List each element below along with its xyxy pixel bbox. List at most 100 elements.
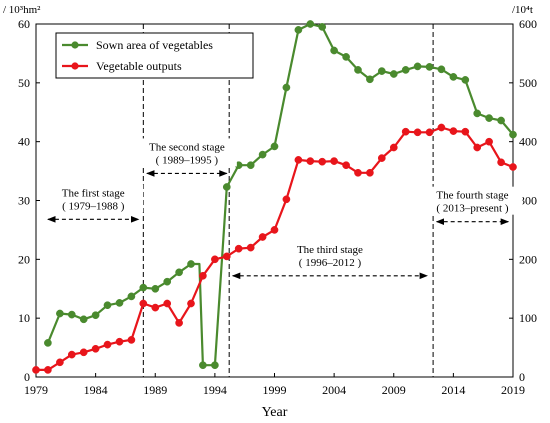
sown-area-point bbox=[199, 361, 207, 370]
sown-area-point bbox=[461, 76, 470, 84]
outputs-point bbox=[258, 233, 267, 241]
sown-area-point bbox=[294, 26, 303, 34]
sown-area-point bbox=[306, 20, 315, 28]
outputs-point bbox=[473, 143, 482, 152]
sown-area-point bbox=[139, 283, 148, 292]
stage-years: ( 1979–1988 ) bbox=[62, 200, 125, 212]
y-left-tick-label: 20 bbox=[18, 252, 30, 266]
outputs-point bbox=[246, 243, 255, 252]
outputs-point bbox=[32, 366, 40, 374]
outputs-point bbox=[79, 348, 88, 357]
sown-area-point bbox=[175, 268, 183, 277]
y-right-tick-label: 100 bbox=[519, 311, 537, 325]
sown-area-point bbox=[282, 83, 291, 92]
outputs-point bbox=[389, 143, 398, 152]
x-tick-label: 2009 bbox=[382, 383, 406, 397]
sown-area-point bbox=[211, 361, 219, 370]
outputs-point bbox=[151, 303, 160, 312]
legend-label: Vegetable outputs bbox=[96, 59, 182, 73]
stage-title: The fourth stage bbox=[436, 190, 508, 202]
outputs-point bbox=[187, 299, 195, 308]
sown-area-point bbox=[354, 66, 362, 74]
y-left-tick-label: 60 bbox=[18, 17, 30, 31]
sown-area-point bbox=[151, 284, 160, 293]
outputs-point bbox=[103, 340, 112, 349]
y-right-tick-label: 200 bbox=[519, 252, 537, 266]
sown-area-point bbox=[318, 23, 327, 31]
outputs-point bbox=[497, 158, 505, 167]
legend-swatch-marker bbox=[71, 62, 79, 70]
outputs-point bbox=[342, 161, 350, 170]
right-axis-unit: /10⁴t bbox=[512, 4, 533, 16]
stage-years: ( 1996–2012 ) bbox=[299, 257, 362, 269]
sown-area-point bbox=[449, 73, 458, 81]
stage-label-background bbox=[136, 138, 237, 167]
outputs-point bbox=[318, 157, 327, 166]
y-left-tick-label: 10 bbox=[18, 311, 30, 325]
sown-area-point bbox=[330, 46, 338, 55]
x-tick-label: 2019 bbox=[501, 383, 525, 397]
outputs-point bbox=[91, 344, 100, 353]
x-tick-label: 1999 bbox=[263, 383, 287, 397]
x-tick-label: 2004 bbox=[322, 383, 346, 397]
sown-area-point bbox=[389, 70, 398, 78]
stage-title: The second stage bbox=[149, 141, 225, 153]
sown-area-point bbox=[377, 67, 386, 75]
y-right-tick-label: 300 bbox=[519, 194, 537, 208]
sown-area-point bbox=[258, 150, 267, 159]
outputs-point bbox=[437, 123, 446, 132]
sown-area-point bbox=[222, 183, 231, 191]
sown-area-point bbox=[473, 109, 482, 118]
y-right-tick-label: 600 bbox=[519, 17, 537, 31]
sown-area-point bbox=[509, 130, 517, 139]
legend-label: Sown area of vegetables bbox=[96, 38, 213, 52]
outputs-point bbox=[401, 127, 410, 136]
stage-title: The first stage bbox=[62, 187, 125, 199]
y-right-tick-label: 500 bbox=[519, 76, 537, 90]
outputs-point bbox=[115, 337, 124, 346]
sown-area-point bbox=[497, 116, 505, 125]
outputs-point bbox=[449, 127, 458, 135]
outputs-point bbox=[425, 128, 434, 137]
sown-area-point bbox=[127, 292, 136, 301]
outputs-point bbox=[294, 156, 303, 164]
sown-area-point bbox=[44, 339, 52, 347]
outputs-point bbox=[163, 299, 172, 308]
outputs-point bbox=[44, 366, 52, 374]
sown-area-point bbox=[187, 260, 195, 268]
outputs-point bbox=[270, 226, 279, 234]
x-axis-title: Year bbox=[262, 405, 288, 420]
outputs-point bbox=[461, 127, 470, 136]
outputs-point bbox=[485, 137, 493, 146]
y-right-tick-label: 0 bbox=[519, 370, 525, 384]
sown-area-point bbox=[67, 310, 76, 319]
legend-box bbox=[55, 32, 254, 79]
sown-area-point bbox=[79, 315, 88, 324]
sown-area-point bbox=[425, 63, 434, 71]
outputs-point bbox=[127, 336, 136, 344]
stage-label-background bbox=[279, 240, 380, 269]
outputs-point bbox=[330, 157, 338, 165]
sown-area-point bbox=[437, 65, 446, 74]
sown-area-point bbox=[115, 299, 124, 307]
sown-area-point bbox=[56, 309, 64, 318]
outputs-point bbox=[354, 168, 362, 177]
outputs-point bbox=[377, 154, 386, 162]
stage-label-background bbox=[43, 184, 144, 213]
stage-annotation-3: The third stage( 1996–2012 ) bbox=[231, 240, 428, 280]
stage-years: ( 1989–1995 ) bbox=[156, 154, 219, 166]
sown-area-point bbox=[91, 311, 100, 320]
sown-area-point bbox=[342, 53, 350, 61]
series-line-outputs bbox=[36, 126, 514, 371]
outputs-point bbox=[56, 358, 64, 367]
x-tick-label: 1994 bbox=[203, 383, 227, 397]
x-tick-label: 2014 bbox=[441, 383, 465, 397]
left-axis-unit: / 10³hm² bbox=[3, 4, 41, 16]
sown-area-point bbox=[413, 62, 422, 71]
outputs-point bbox=[67, 350, 76, 359]
stage-annotation-2: The second stage( 1989–1995 ) bbox=[136, 138, 237, 177]
sown-area-point bbox=[485, 114, 493, 122]
outputs-point bbox=[211, 255, 219, 264]
sown-area-point bbox=[401, 66, 410, 74]
outputs-point bbox=[366, 168, 374, 177]
